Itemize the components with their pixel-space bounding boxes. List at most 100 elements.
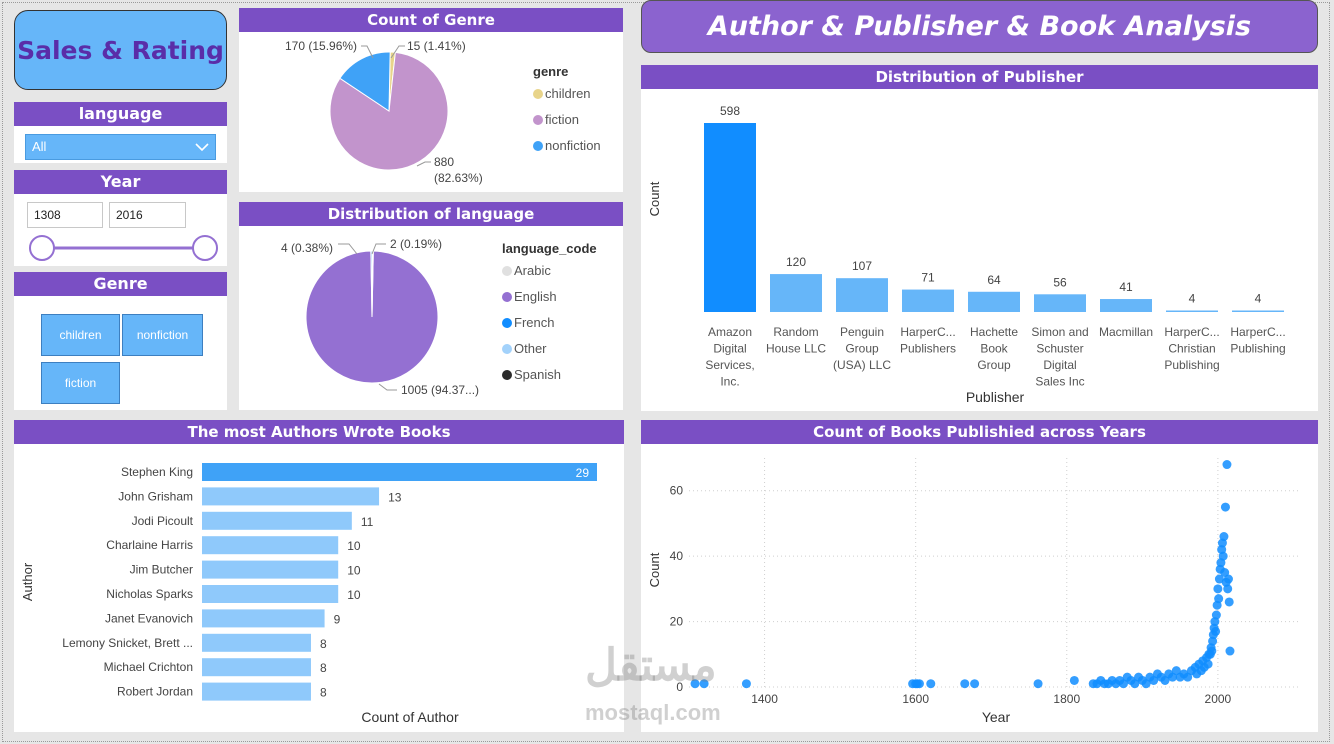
publisher-bar	[902, 289, 954, 312]
publisher-category-label: Random	[773, 325, 818, 339]
legend-item-children: children	[545, 86, 591, 101]
publisher-category-label: Macmillan	[1099, 325, 1153, 339]
scatter-point	[926, 679, 936, 689]
publisher-category-label: Schuster	[1036, 342, 1083, 356]
author-category-label: Lemony Snicket, Brett ...	[62, 636, 193, 650]
pie-leader-line	[378, 383, 397, 391]
years-chart-title: Count of Books Publishied across Years	[641, 420, 1318, 444]
author-bar	[202, 487, 380, 506]
author-category-label: Jodi Picoult	[132, 514, 194, 528]
scatter-point	[1118, 679, 1128, 689]
publisher-bar	[1232, 310, 1284, 312]
author-bar	[202, 682, 311, 701]
language-chart-title: Distribution of language	[239, 202, 623, 226]
scatter-point	[1069, 675, 1079, 685]
publisher-bar	[1166, 310, 1218, 312]
scatter-point	[1214, 574, 1224, 584]
scatter-point	[1211, 626, 1221, 636]
scatter-point	[1149, 675, 1159, 685]
pie-slice-nonfiction	[339, 51, 391, 112]
scatter-point	[1220, 568, 1230, 577]
scatter-point	[914, 679, 924, 689]
genre-button-nonfiction[interactable]: nonfiction	[122, 314, 203, 356]
publisher-category-label: HarperC...	[1230, 325, 1285, 339]
scatter-point	[1214, 594, 1224, 604]
author-category-label: Michael Crichton	[104, 660, 193, 674]
year-to-input[interactable]: 2016	[109, 202, 186, 228]
language-dropdown[interactable]: All	[25, 134, 216, 160]
authors-bar-chart: Author Stephen King 29 John Grisham 13 Jodi P…	[20, 463, 597, 725]
publisher-bar-value: 4	[1189, 292, 1196, 306]
publisher-category-label: Publishing	[1230, 342, 1285, 356]
publisher-category-label: Publishing	[1164, 358, 1219, 372]
publisher-bar	[1034, 294, 1086, 312]
author-bar	[202, 511, 352, 530]
publisher-category-label: Christian	[1168, 342, 1215, 356]
authors-chart-panel: The most Authors Wrote Books Author Steph…	[14, 420, 624, 732]
author-bar-value: 8	[320, 637, 327, 651]
pie-leader-line	[390, 45, 405, 59]
author-bar-value: 11	[361, 515, 374, 529]
scatter-point	[1208, 636, 1218, 646]
pie-data-label: 880	[434, 155, 454, 169]
publisher-bar-value: 41	[1119, 280, 1133, 294]
year-slicer: Year 1308 2016	[14, 170, 227, 266]
publisher-bar-value: 64	[987, 273, 1001, 287]
scatter-point	[1213, 584, 1223, 594]
genre-slicer-header: Genre	[14, 272, 227, 296]
language-pie-chart: 2 (0.19%) 4 (0.38%) 1005 (94.37...) languag…	[281, 237, 597, 397]
scatter-point	[960, 679, 970, 689]
publisher-category-label: Amazon	[708, 325, 752, 339]
author-category-label: Robert Jordan	[117, 685, 193, 699]
legend-item-other: Other	[514, 341, 547, 356]
pie-leader-line	[338, 243, 358, 255]
x-tick-label: 1800	[1053, 692, 1080, 706]
scatter-point	[970, 679, 980, 689]
x-tick-label: 2000	[1205, 692, 1232, 706]
watermark-latin: mostaql.com	[585, 700, 721, 725]
publisher-chart-panel: Distribution of Publisher Count 598 Amazon…	[641, 65, 1318, 411]
author-bar	[202, 536, 339, 555]
scatter-point	[1211, 610, 1221, 620]
legend-marker-arabic	[502, 266, 512, 276]
publisher-category-label: (USA) LLC	[833, 358, 891, 372]
pie-leader-line	[416, 161, 431, 167]
author-category-label: Janet Evanovich	[105, 611, 193, 625]
publisher-y-axis-label: Count	[647, 181, 662, 216]
author-bar	[202, 585, 339, 603]
scatter-point	[1203, 659, 1213, 669]
genre-button-children[interactable]: children	[41, 314, 120, 356]
legend-item-fiction: fiction	[545, 112, 579, 127]
publisher-category-label: Group	[845, 342, 879, 356]
publisher-bar-value: 120	[786, 255, 806, 269]
publisher-category-label: Book	[980, 342, 1008, 356]
publisher-chart-title: Distribution of Publisher	[641, 65, 1318, 89]
author-bar-value: 8	[320, 661, 327, 675]
publisher-category-label: Simon and	[1031, 325, 1088, 339]
year-slider-end-handle[interactable]	[192, 235, 218, 261]
scatter-point	[1141, 679, 1151, 689]
author-category-label: Jim Butcher	[130, 563, 193, 577]
scatter-point	[1168, 672, 1178, 682]
scatter-point	[1222, 460, 1232, 470]
genre-chart-panel: Count of Genre 15 (1.41%) 170 (15.96%) 880…	[239, 8, 623, 192]
author-category-label: John Grisham	[118, 489, 193, 503]
scatter-point	[1224, 597, 1234, 607]
legend-item-nonfiction: nonfiction	[545, 138, 601, 153]
year-slider-start-handle[interactable]	[29, 235, 55, 261]
authors-y-axis-label: Author	[20, 562, 35, 601]
legend-item-english: English	[514, 289, 557, 304]
scatter-point	[741, 679, 751, 689]
language-chart-panel: Distribution of language 2 (0.19%) 4 (0.3…	[239, 202, 623, 410]
legend-title: genre	[533, 64, 568, 79]
author-category-label: Charlaine Harris	[106, 538, 193, 552]
year-from-input[interactable]: 1308	[27, 202, 103, 228]
page-title: Sales & Rating	[14, 10, 227, 90]
scatter-point	[1223, 584, 1233, 594]
genre-button-fiction[interactable]: fiction	[41, 362, 120, 404]
author-bar	[202, 609, 325, 628]
year-range-slider[interactable]	[14, 234, 227, 264]
language-slicer-header: language	[14, 102, 227, 126]
publisher-category-label: Hachette	[970, 325, 1018, 339]
scatter-point	[1223, 574, 1233, 584]
